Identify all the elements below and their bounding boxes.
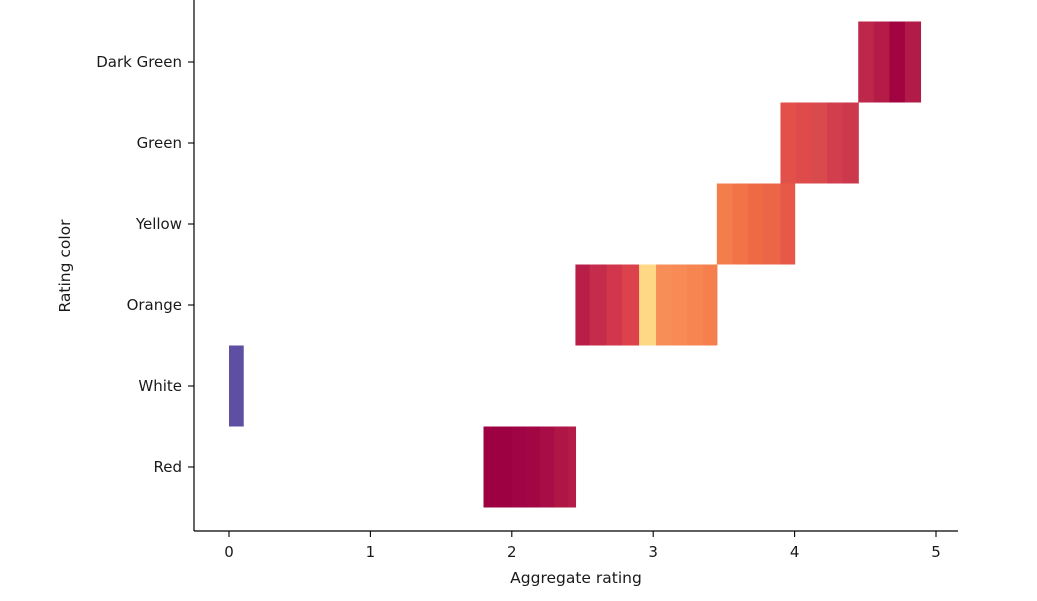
heatmap-cell-dark-green-28 — [873, 21, 890, 103]
y-ticks: Red White Orange Yellow Green Dark Green — [96, 53, 194, 476]
axes — [193, 0, 958, 532]
heatmap-cell-dark-green-30 — [904, 21, 922, 103]
x-tick-label-4: 4 — [790, 543, 800, 561]
heatmap-cell-orange-16 — [702, 264, 718, 346]
y-tick-label-dark-green: Dark Green — [96, 53, 182, 71]
heatmap-cell-yellow-19 — [747, 183, 765, 265]
heatmap-cell-orange-9 — [589, 264, 608, 346]
x-tick-label-5: 5 — [931, 543, 941, 561]
heatmap-cell-red-5 — [554, 426, 569, 508]
y-tick-label-red: Red — [154, 458, 183, 476]
heatmap-cell-orange-10 — [606, 264, 623, 346]
x-tick-label-0: 0 — [224, 543, 234, 561]
y-tick-label-yellow: Yellow — [135, 215, 182, 233]
heatmap-cell-yellow-21 — [780, 183, 796, 265]
heatmap-cell-orange-13 — [656, 264, 673, 346]
x-tick-label-3: 3 — [648, 543, 658, 561]
x-tick-label-2: 2 — [507, 543, 517, 561]
heatmap-cell-yellow-20 — [763, 183, 782, 265]
heatmap-cell-dark-green-29 — [889, 21, 906, 103]
heatmap-cell-orange-8 — [575, 264, 591, 346]
heatmap-cell-red-6 — [568, 426, 577, 508]
heatmap-cell-green-24 — [811, 102, 828, 184]
heatmap-cell-red-1 — [497, 426, 513, 508]
heatmap-cell-orange-15 — [687, 264, 704, 346]
heatmap-cell-dark-green-27 — [858, 21, 875, 103]
y-tick-label-white: White — [138, 377, 182, 395]
heatmap-cell-white-7 — [229, 345, 244, 427]
heatmap-cell-red-0 — [483, 426, 499, 508]
x-tick-label-1: 1 — [366, 543, 376, 561]
x-axis-label: Aggregate rating — [510, 569, 642, 587]
heatmap-cell-green-22 — [780, 102, 797, 184]
y-tick-label-green: Green — [137, 134, 182, 152]
y-axis-label: Rating color — [56, 219, 74, 313]
heatmap-cell-green-26 — [842, 102, 859, 184]
y-tick-label-orange: Orange — [127, 296, 182, 314]
x-ticks: 0 1 2 3 4 5 — [224, 531, 941, 561]
heatmap-cells — [229, 21, 922, 508]
heatmap-cell-red-3 — [525, 426, 541, 508]
heatmap-cell-green-25 — [827, 102, 844, 184]
heatmap-cell-red-2 — [511, 426, 527, 508]
heatmap-cell-red-4 — [540, 426, 555, 508]
heatmap-cell-yellow-17 — [716, 183, 733, 265]
heatmap-cell-yellow-18 — [732, 183, 749, 265]
heatmap-cell-orange-12 — [639, 264, 657, 346]
heatmap-cell-orange-14 — [671, 264, 688, 346]
heatmap-cell-orange-11 — [622, 264, 640, 346]
heatmap-cell-green-23 — [796, 102, 813, 184]
